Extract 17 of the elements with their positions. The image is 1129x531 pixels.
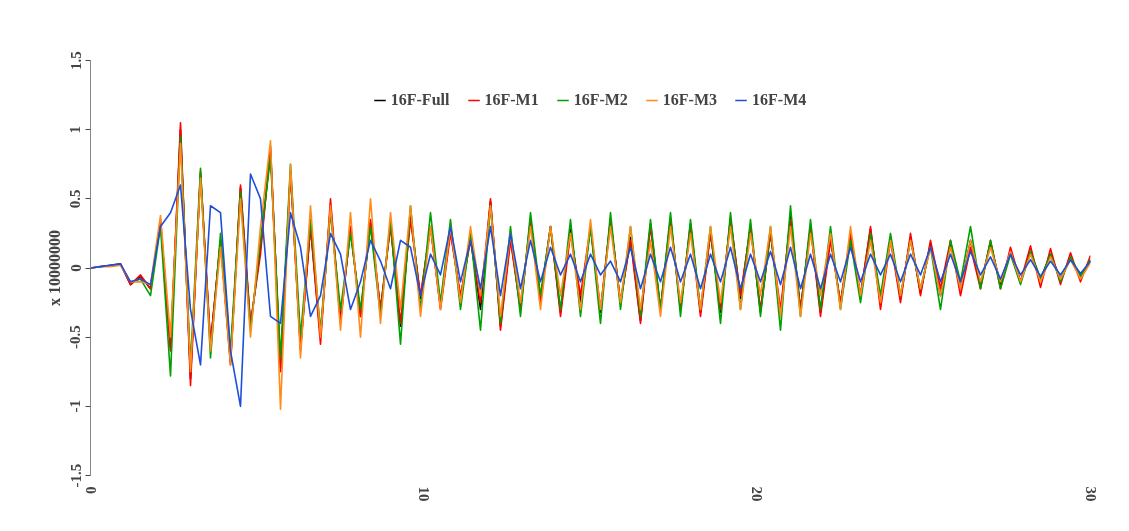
y-tick-label: 1 xyxy=(67,125,84,134)
legend-label: 16F-M3 xyxy=(662,91,718,109)
legend-label: 16F-M4 xyxy=(752,91,807,109)
y-tick-label: 0 xyxy=(67,264,84,272)
x-tick-label: 0 xyxy=(82,486,99,494)
y-tick-label: -0.5 xyxy=(67,325,84,350)
legend-label: 16F-M1 xyxy=(484,91,539,109)
y-axis-title: x 10000000 xyxy=(45,230,63,306)
legend-label: 16F-Full xyxy=(390,91,450,109)
x-tick-label: 10 xyxy=(415,486,432,502)
x-tick-label: 20 xyxy=(749,486,766,502)
y-tick-label: 1.5 xyxy=(67,51,84,70)
x-tick-label: 30 xyxy=(1082,486,1099,502)
y-tick-label: -1 xyxy=(67,400,84,413)
y-tick-label: -1.5 xyxy=(67,463,84,488)
legend-label: 16F-M2 xyxy=(573,91,628,109)
y-tick-label: 0.5 xyxy=(67,189,84,209)
